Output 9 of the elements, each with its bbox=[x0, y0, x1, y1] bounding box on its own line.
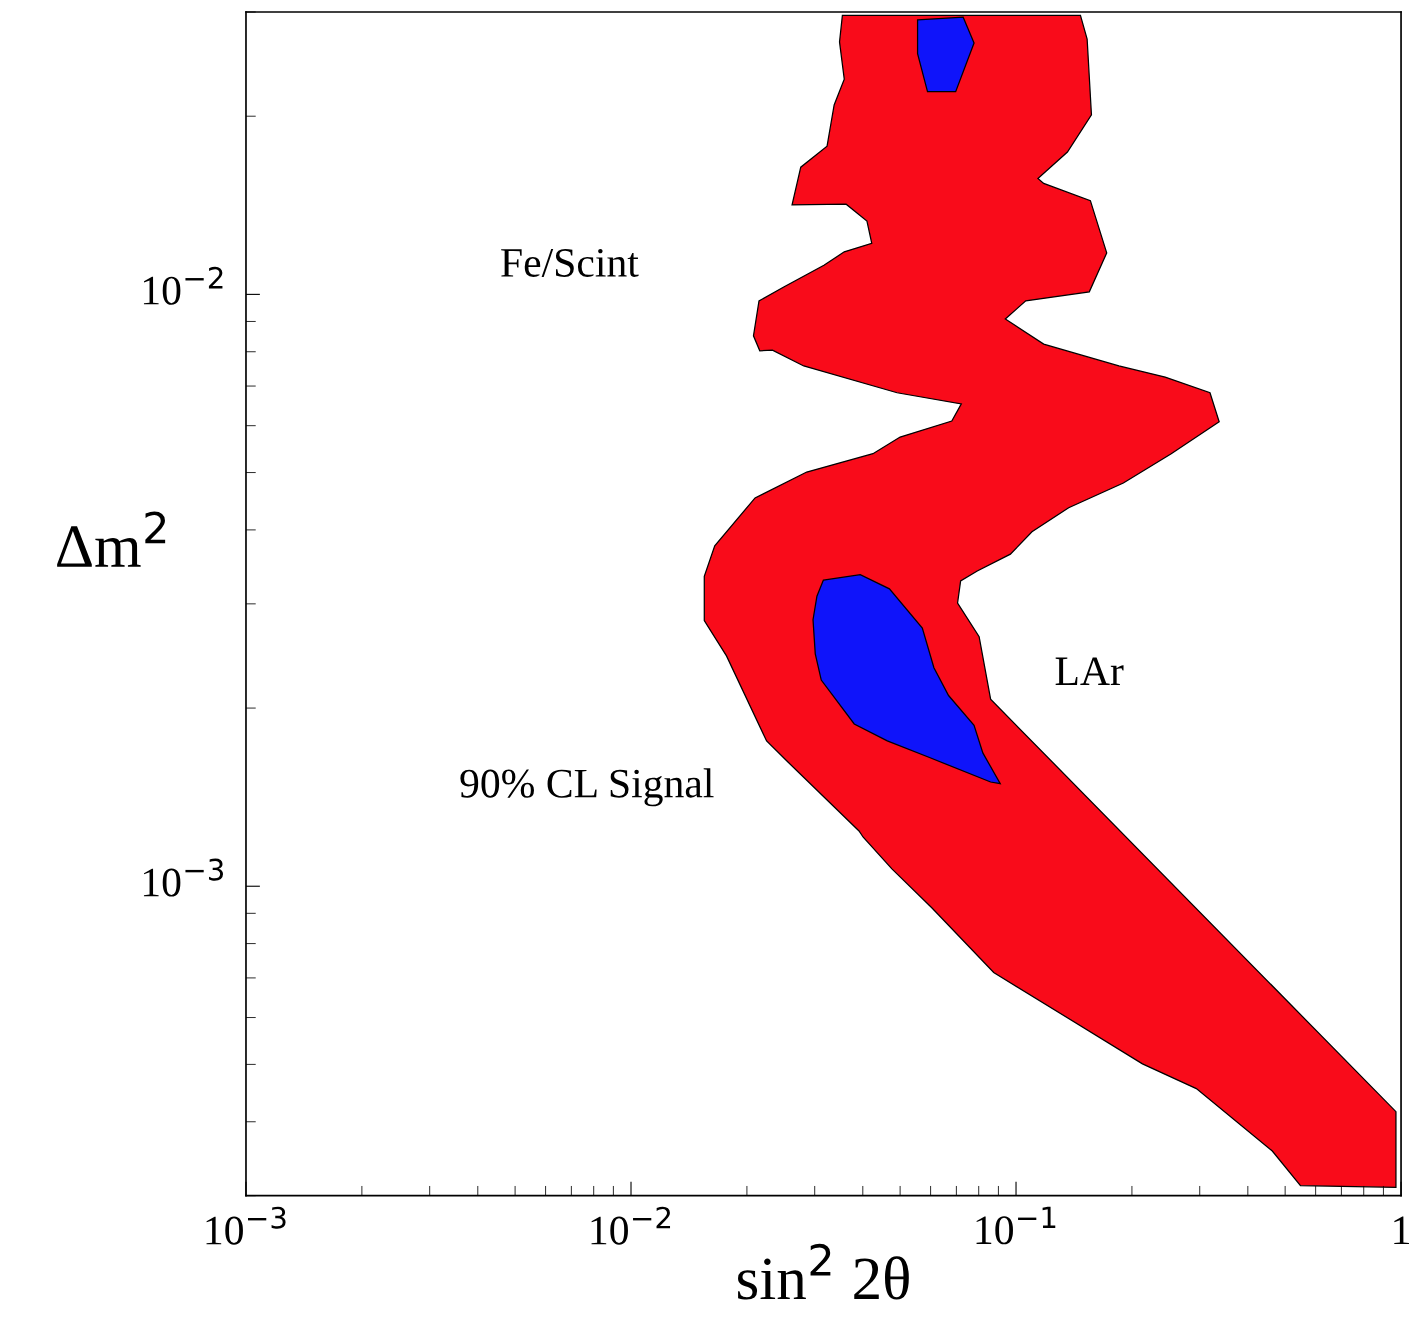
annotation: 90% CL Signal bbox=[460, 768, 714, 807]
x-tick-label: 1 bbox=[1394, 1216, 1409, 1245]
annotation: Fe/Scint bbox=[501, 248, 639, 277]
x-tick-label: 10$^{−3}$ bbox=[206, 1206, 286, 1245]
y-axis-title: Δm$^{2}$ bbox=[57, 511, 166, 567]
x-tick-label: 10$^{−1}$ bbox=[976, 1206, 1056, 1245]
annotation: LAr bbox=[1055, 657, 1124, 685]
x-tick-label: 10$^{−2}$ bbox=[591, 1206, 671, 1245]
x-axis-title: sin$^{2}$ 2θ bbox=[738, 1243, 909, 1300]
